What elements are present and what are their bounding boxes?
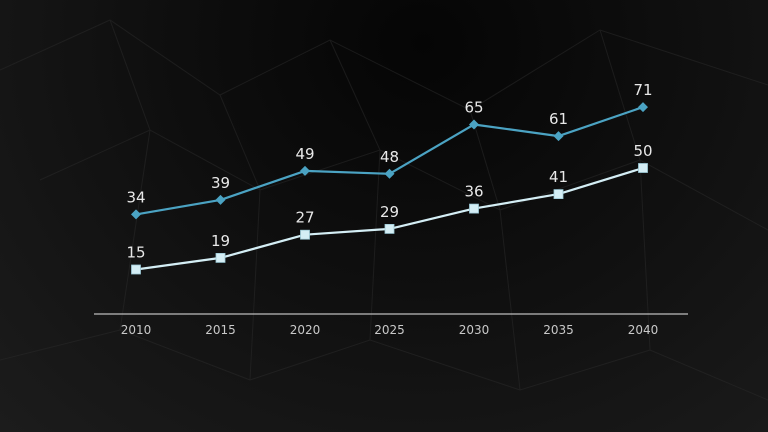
series-2-data-label: 29 (380, 203, 399, 221)
series-1-point (384, 168, 395, 179)
series-1-data-label: 61 (549, 110, 568, 128)
series-1-data-label: 34 (126, 188, 145, 206)
series-2-point (215, 252, 226, 263)
x-tick-label-2035: 2035 (543, 323, 574, 337)
series-2-data-label: 41 (549, 168, 568, 186)
series-2-data-label: 36 (464, 183, 483, 201)
x-tick-label-2030: 2030 (459, 323, 490, 337)
x-tick-label-2025: 2025 (374, 323, 405, 337)
x-tick-label-2010: 2010 (121, 323, 152, 337)
series-2-point (638, 163, 648, 173)
series-1-data-label: 65 (464, 99, 483, 117)
series-2-point (131, 264, 141, 275)
x-tick-label-2020: 2020 (290, 323, 321, 337)
series-1-point (638, 102, 648, 113)
plot-area: 2010 2015 2020 2025 2030 2035 2040 34 39 49 48 65 61… (94, 81, 688, 337)
series-2-data-label: 27 (295, 209, 314, 227)
x-tick-label-2040: 2040 (628, 323, 659, 337)
series-2-data-label: 50 (633, 142, 652, 160)
series-2-point (469, 203, 479, 214)
series-2-point (553, 189, 564, 200)
series-1-data-label: 48 (380, 148, 399, 166)
series-2-point (384, 223, 395, 234)
series-1-point (553, 131, 564, 142)
series-1-data-label: 71 (633, 81, 652, 99)
series-2-point (300, 229, 310, 240)
x-tick-label-2015: 2015 (205, 323, 236, 337)
background-network-lines (0, 19, 768, 401)
series-1-point (131, 209, 141, 220)
series-2-data-label: 19 (211, 232, 230, 250)
series-1-point (300, 165, 310, 176)
series-1-point (469, 119, 479, 130)
series-1-point (215, 194, 226, 205)
series-2-data-label: 15 (126, 244, 145, 262)
series-1-data-label: 39 (211, 174, 230, 192)
series-1-data-label: 49 (295, 145, 314, 163)
